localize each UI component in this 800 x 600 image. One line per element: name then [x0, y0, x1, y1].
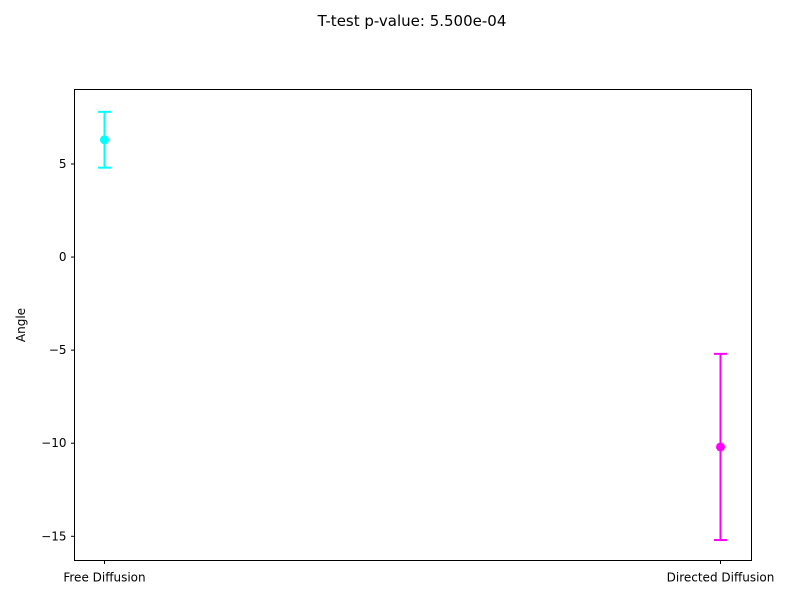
y-tick-label: −15 — [41, 529, 66, 543]
mean-point — [100, 135, 109, 145]
mean-point — [716, 442, 725, 452]
plot-area-frame — [74, 89, 752, 561]
error-bars — [98, 110, 727, 542]
y-tick-label: 0 — [59, 250, 67, 264]
x-tick-label: Free Diffusion — [63, 571, 145, 585]
y-tick-label: 5 — [59, 157, 67, 171]
chart-title: T-test p-value: 5.500e-04 — [317, 12, 507, 30]
y-tick-label: −5 — [49, 343, 67, 357]
y-axis-ticks: 5 0 −5 −10 −15 — [41, 157, 75, 543]
y-tick-label: −10 — [41, 436, 66, 450]
x-tick-label: Directed Diffusion — [667, 571, 775, 585]
y-axis-label: Angle — [14, 308, 28, 342]
x-axis-ticks: Free Diffusion Directed Diffusion — [63, 560, 775, 585]
